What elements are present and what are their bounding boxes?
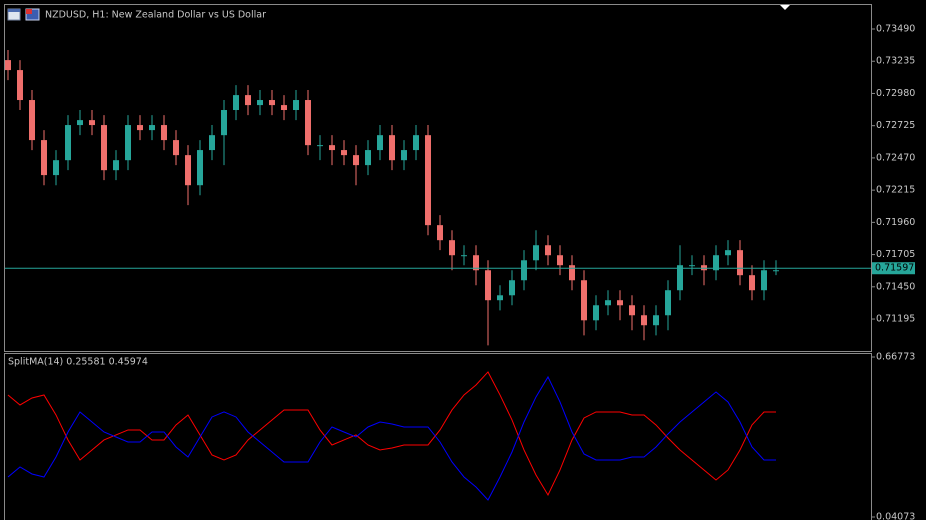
y-tick-label: 0.73235	[876, 56, 915, 67]
shift-marker[interactable]	[780, 5, 790, 10]
candle-body	[161, 125, 167, 141]
candle-body	[41, 140, 47, 176]
candle-body	[185, 155, 191, 186]
candle-body	[461, 255, 467, 257]
y-tick-label: 0.72215	[876, 185, 915, 196]
candle-body	[365, 150, 371, 166]
candle-body	[341, 150, 347, 156]
candle-body	[449, 240, 455, 256]
candle-body	[629, 305, 635, 316]
candle-body	[329, 145, 335, 151]
candle-body	[305, 100, 311, 146]
candle-body	[605, 300, 611, 306]
candle-body	[617, 300, 623, 306]
candle-body	[665, 290, 671, 316]
candle-body	[353, 155, 359, 166]
y-tick-label: 0.71705	[876, 249, 915, 260]
candle-body	[245, 95, 251, 106]
candle-body	[689, 265, 695, 267]
candle-body	[5, 60, 11, 71]
y-tick-label: 0.72470	[876, 152, 915, 163]
candle-body	[257, 100, 263, 106]
candle-body	[149, 125, 155, 131]
y-tick-label: 0.04073	[876, 512, 915, 520]
candle-body	[29, 100, 35, 141]
y-tick-label: 0.72980	[876, 88, 915, 99]
candle-body	[269, 100, 275, 106]
candle-body	[521, 260, 527, 281]
candle-body	[221, 110, 227, 136]
candle-body	[101, 125, 107, 171]
y-tick-label: 0.66773	[876, 352, 915, 363]
y-tick-label: 0.71450	[876, 281, 915, 292]
candle-body	[233, 95, 239, 111]
current-price-label: 0.71597	[875, 263, 914, 274]
candle-body	[413, 135, 419, 151]
icon-flag-corner	[26, 9, 32, 14]
current-price-box	[872, 262, 915, 275]
y-tick-label: 0.72725	[876, 120, 915, 131]
candle-body	[773, 270, 779, 272]
candle-body	[197, 150, 203, 186]
candle-body	[293, 100, 299, 111]
candle-body	[557, 255, 563, 266]
candle-body	[209, 135, 215, 151]
candle-body	[761, 270, 767, 291]
candle-body	[701, 265, 707, 271]
indicator-title: SplitMA(14) 0.25581 0.45974	[8, 357, 148, 368]
candle-body	[401, 150, 407, 161]
candle-body	[677, 265, 683, 291]
candle-body	[77, 120, 83, 126]
candle-body	[497, 295, 503, 301]
candle-body	[737, 250, 743, 276]
icon-flag	[25, 8, 40, 21]
candle-body	[713, 255, 719, 271]
candle-body	[641, 315, 647, 326]
candle-body	[725, 250, 731, 256]
candle-body	[137, 125, 143, 131]
candle-body	[569, 265, 575, 281]
candle-body	[281, 105, 287, 111]
candle-body	[473, 255, 479, 271]
candle-body	[437, 225, 443, 241]
y-tick-label: 0.71960	[876, 217, 915, 228]
indicator-panel-frame	[4, 353, 872, 520]
candle-body	[485, 270, 491, 301]
candle-body	[113, 160, 119, 171]
candle-body	[545, 245, 551, 256]
candle-body	[317, 145, 323, 147]
candle-body	[53, 160, 59, 176]
candle-body	[65, 125, 71, 161]
chart-title: NZDUSD, H1: New Zealand Dollar vs US Dol…	[45, 10, 266, 21]
candle-body	[653, 315, 659, 326]
candle-body	[509, 280, 515, 296]
symbol-icons	[7, 8, 40, 21]
candle-body	[533, 245, 539, 261]
indicator-line	[7, 375, 776, 501]
candle-body	[17, 70, 23, 101]
icon-window-bar	[8, 9, 20, 12]
candle-body	[377, 135, 383, 151]
candle-body	[425, 135, 431, 226]
candle-body	[749, 275, 755, 291]
candle-body	[389, 135, 395, 161]
candle-body	[173, 140, 179, 156]
candle-body	[593, 305, 599, 321]
candle-body	[125, 125, 131, 161]
indicator-line	[7, 371, 776, 497]
y-tick-label: 0.71195	[876, 314, 915, 325]
candle-body	[581, 280, 587, 321]
main-panel-frame	[4, 4, 872, 352]
y-tick-label: 0.73490	[876, 24, 915, 35]
candle-body	[89, 120, 95, 126]
